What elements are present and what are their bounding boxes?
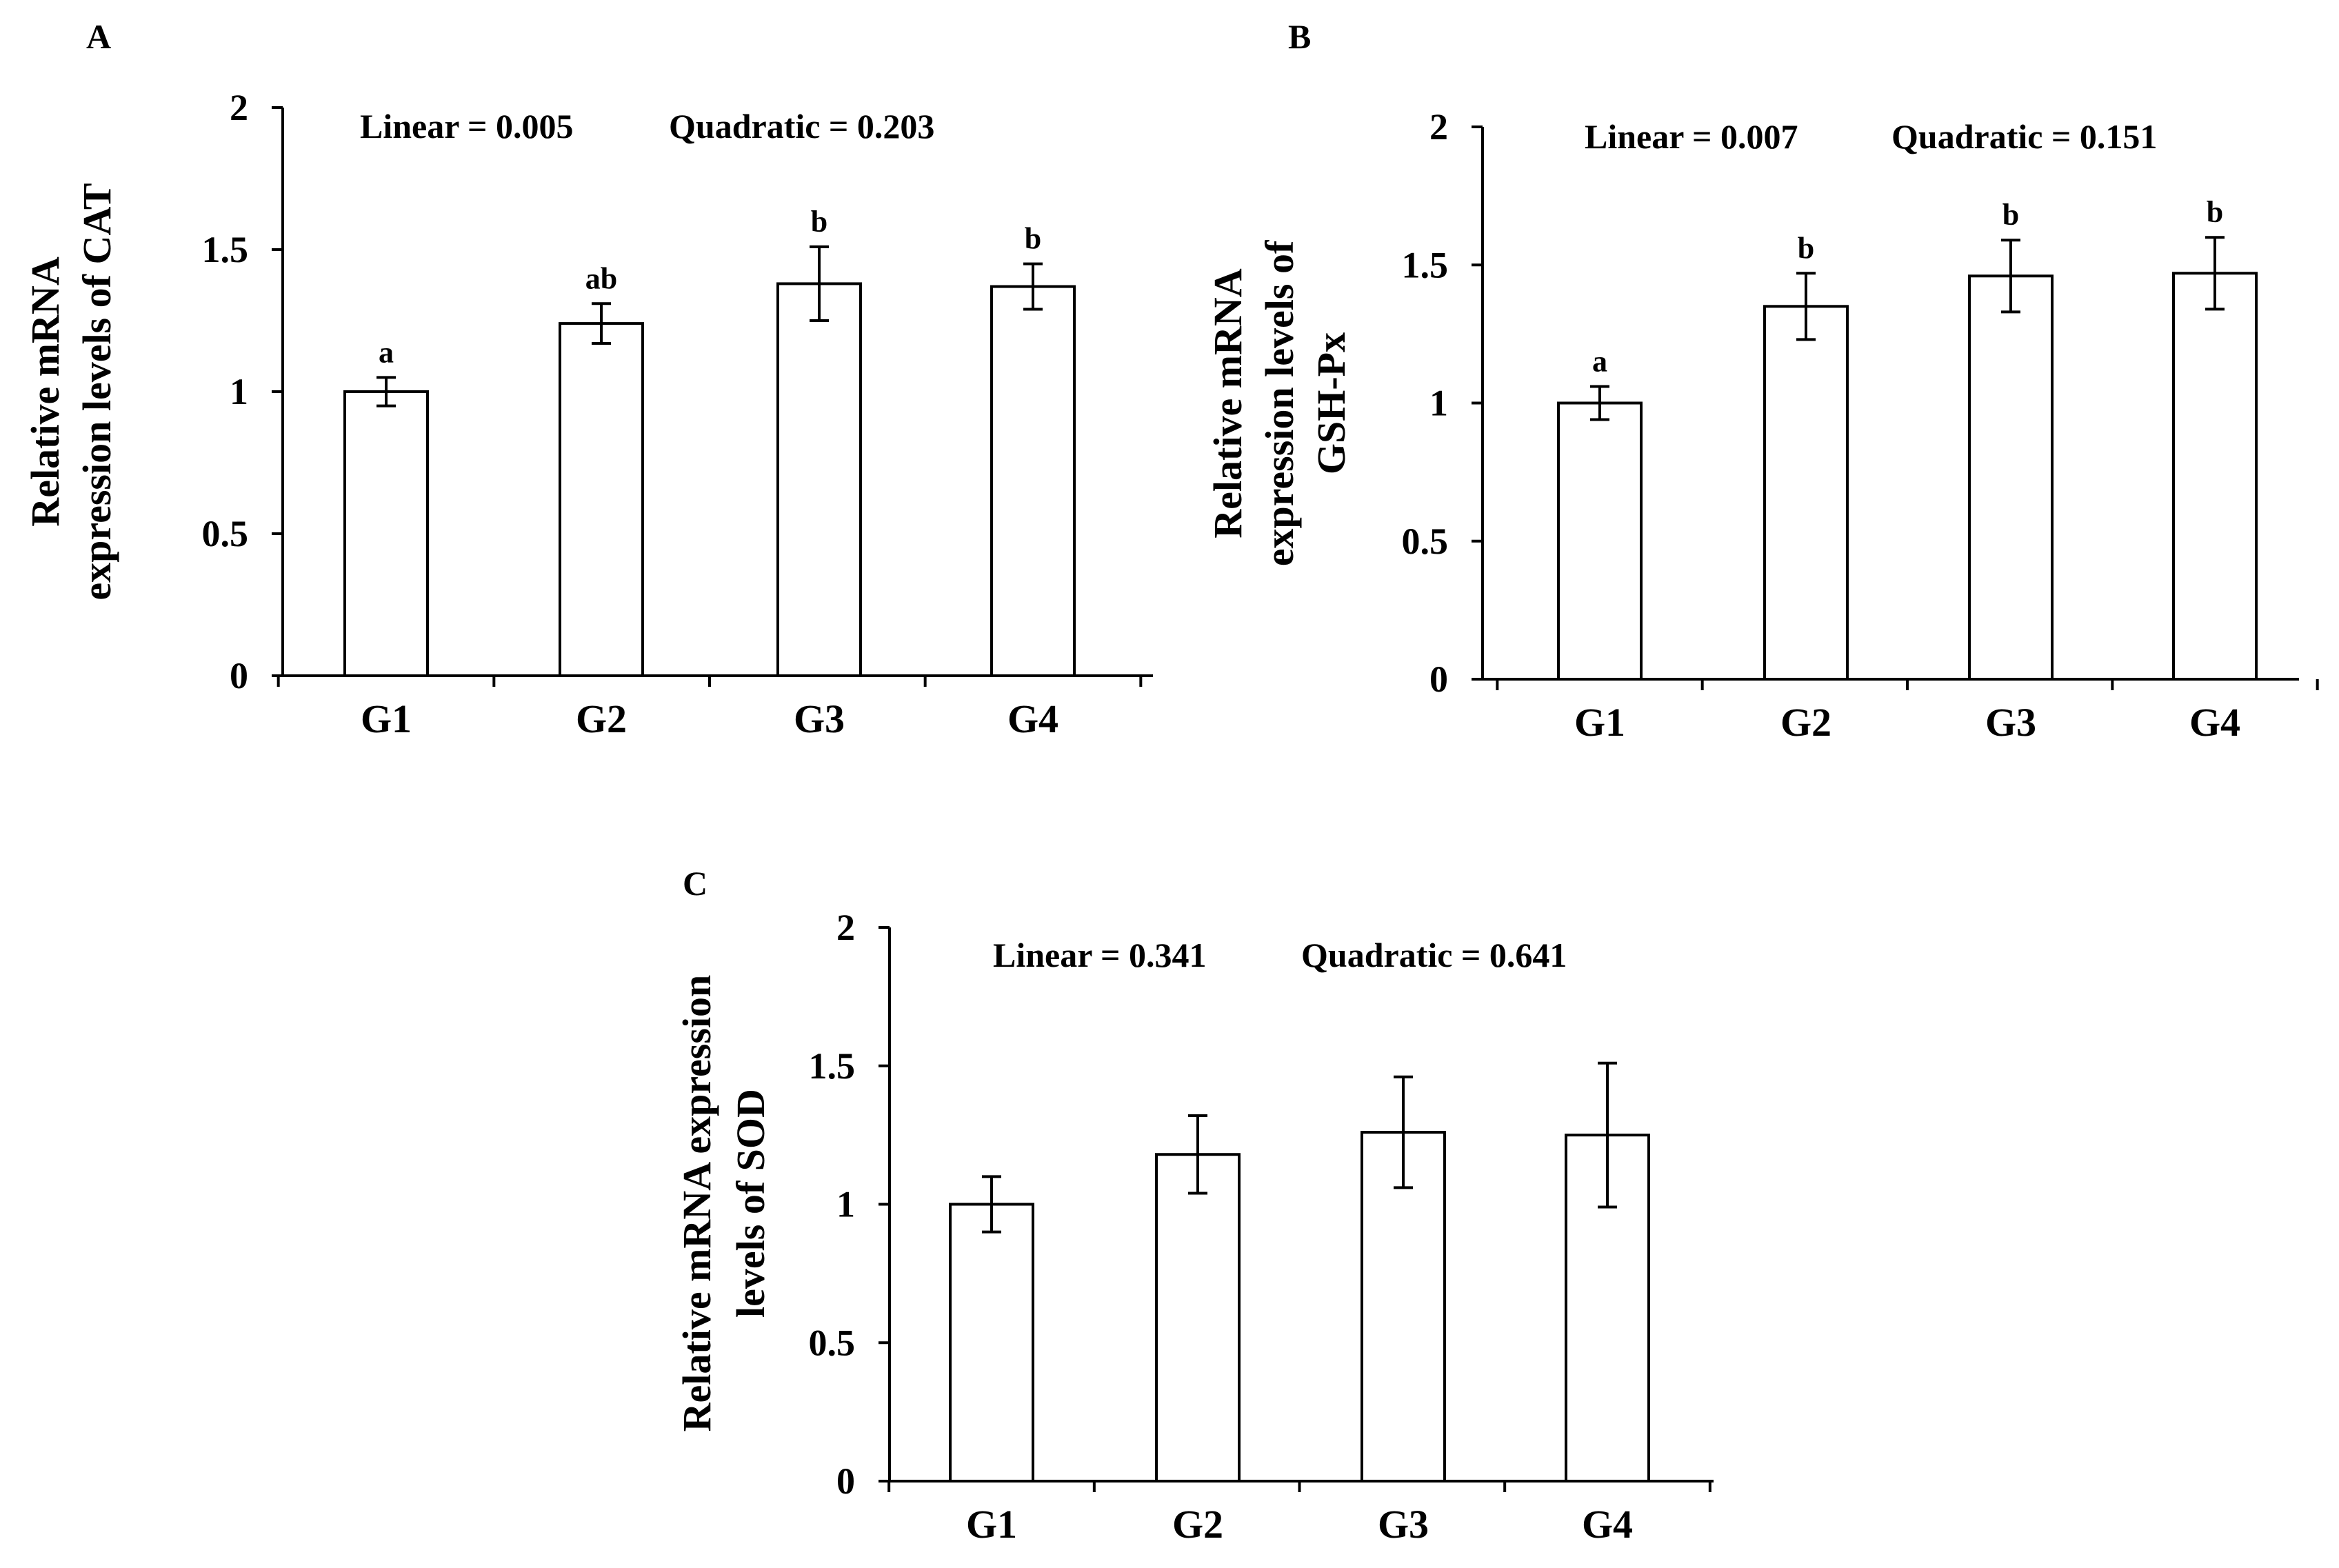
panel-c-y-tick-label: 1 [836,1184,855,1225]
panel-b-sig-label-g2: b [1798,231,1814,265]
panel-a-x-label-g1: G1 [361,696,412,741]
panel-a-y-axis-title: expression levels of CAT [74,183,119,600]
panel-b-x-label-g3: G3 [1985,700,2036,745]
panel-b-x-label-g2: G2 [1780,700,1831,745]
panel-a-x-label-g4: G4 [1007,696,1058,741]
panel-c-y-tick-label: 2 [836,907,855,948]
panel-b-letter: B [1288,17,1311,56]
panel-a-sig-label-g3: b [811,205,827,239]
panel-a-bar-g2 [559,322,644,677]
panel-b-sig-label-g3: b [2002,198,2019,232]
panel-c-bar-g3 [1361,1131,1446,1482]
panel-c-linear-pvalue: Linear = 0.341 [993,936,1207,974]
panel-b-linear-pvalue: Linear = 0.007 [1585,117,1798,156]
panel-b-y-tick-label: 2 [1429,106,1448,148]
panel-b-y-tick-label: 0 [1429,659,1448,700]
panel-c-y-tick-label: 0 [836,1460,855,1502]
panel-b-bar-g3 [1968,274,2054,681]
panel-c-y-axis-title: Relative mRNA expression [674,975,719,1432]
panel-c-bar-g1 [949,1203,1034,1482]
panel-a-y-axis-title: Relative mRNA [23,257,68,527]
panel-c-letter: C [683,864,707,903]
panel-b-sig-label-g4: b [2207,195,2223,229]
panel-b-x-label-g1: G1 [1574,700,1625,745]
panel-a-x-label-g2: G2 [576,696,627,741]
panel-a-linear-pvalue: Linear = 0.005 [360,107,574,145]
panel-a-sig-label-g4: b [1025,222,1041,256]
panel-b-x-label-g4: G4 [2189,700,2240,745]
panel-b-quadratic-pvalue: Quadratic = 0.151 [1891,117,2157,156]
panel-b-y-tick-label: 1 [1429,383,1448,424]
panel-b-y-axis-title: GSH-Px [1309,332,1354,474]
panel-b-y-tick-label: 0.5 [1402,521,1449,562]
panel-b-y-axis-title: expression levels of [1257,240,1302,566]
panel-a-y-tick-label: 0 [230,655,248,696]
panel-c-quadratic-pvalue: Quadratic = 0.641 [1301,936,1567,974]
panel-a-x-label-g3: G3 [794,696,845,741]
panel-a-y-tick-label: 1 [230,371,248,412]
panel-b-bar-g1 [1557,401,1643,681]
panel-b-sig-label-g1: a [1592,344,1607,378]
panel-c-bar-g2 [1155,1153,1241,1482]
panel-b-bar-g4 [2172,272,2258,681]
panel-c-x-label-g4: G4 [1582,1502,1633,1547]
panel-a-y-tick-label: 2 [230,87,248,128]
panel-b-y-axis-title: Relative mRNA [1205,268,1250,539]
panel-a-bar-g4 [990,285,1076,677]
panel-a-bar-g1 [343,390,429,677]
panel-a-y-tick-label: 0.5 [202,513,249,554]
panel-c-x-label-g3: G3 [1378,1502,1429,1547]
panel-a-bar-g3 [776,282,862,677]
panel-c-x-label-g2: G2 [1172,1502,1223,1547]
panel-c-y-tick-label: 0.5 [809,1322,856,1363]
panel-a-quadratic-pvalue: Quadratic = 0.203 [669,107,934,145]
panel-c-y-axis-title: levels of SOD [728,1089,773,1318]
panel-c-y-tick-label: 1.5 [809,1045,856,1087]
panel-b-y-tick-label: 1.5 [1402,244,1449,285]
panel-a-letter: A [86,17,111,56]
panel-b-bar-g2 [1763,305,1849,681]
panel-c-x-label-g1: G1 [966,1502,1017,1547]
panel-a-sig-label-g2: ab [585,261,617,295]
panel-a-y-tick-label: 1.5 [202,229,249,270]
panel-a-sig-label-g1: a [379,335,394,369]
